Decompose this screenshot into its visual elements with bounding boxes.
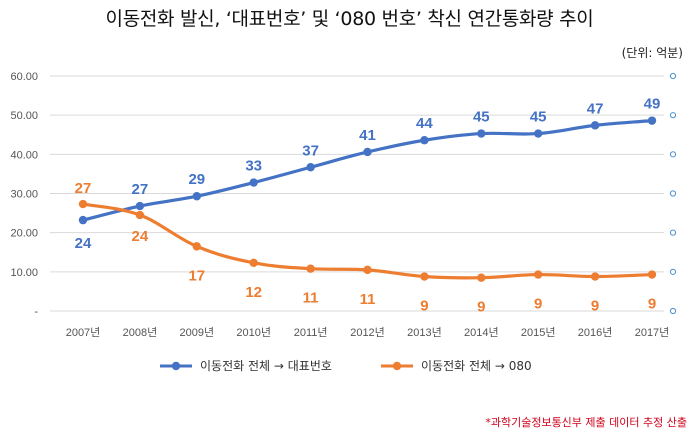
right-axis-marker xyxy=(669,112,677,119)
data-point xyxy=(363,147,372,157)
x-tick-label: 2009년 xyxy=(180,326,215,339)
x-tick-label: 2017년 xyxy=(635,326,670,339)
data-point xyxy=(192,192,201,201)
data-labels: 24 27 29 33 37 41 44 45 45 47 49 27 24 17 12 11 11 9 9 9 9 9 xyxy=(75,96,661,316)
data-label: 37 xyxy=(302,142,319,159)
data-point xyxy=(534,270,543,279)
legend-swatch-marker xyxy=(392,361,402,371)
data-label: 11 xyxy=(360,291,376,308)
source-note: *과학기술정보통신부 제출 데이터 추정 산출 xyxy=(485,416,687,429)
legend: 이동전화 전체 → 대표번호 이동전화 전체 → 080 xyxy=(160,359,532,373)
data-point xyxy=(534,129,543,138)
data-label: 9 xyxy=(420,298,428,315)
y-tick-label: - xyxy=(34,306,38,318)
y-tick-label: 10.00 xyxy=(10,267,38,279)
data-label: 44 xyxy=(416,115,433,132)
y-tick-label: 50.00 xyxy=(10,110,38,122)
x-tick-label: 2007년 xyxy=(66,326,101,339)
y-tick-label: 30.00 xyxy=(10,189,38,201)
x-axis-ticks: 2007년 2008년 2009년 2010년 2011년 2012년 2013년 2014년… xyxy=(66,326,670,339)
right-axis-marker xyxy=(669,307,677,315)
data-label: 24 xyxy=(75,235,92,252)
data-label: 9 xyxy=(591,298,599,315)
x-tick-label: 2016년 xyxy=(578,326,613,339)
data-label: 45 xyxy=(473,109,490,126)
data-point xyxy=(249,178,258,187)
data-point xyxy=(647,270,657,279)
x-tick-label: 2010년 xyxy=(236,326,271,339)
data-point xyxy=(647,116,657,125)
data-point xyxy=(363,265,372,275)
right-axis-marker xyxy=(669,268,677,275)
data-label: 29 xyxy=(188,171,205,188)
y-tick-label: 20.00 xyxy=(10,228,38,240)
data-point xyxy=(306,264,315,273)
data-point xyxy=(590,121,600,130)
data-point xyxy=(135,210,145,220)
data-point xyxy=(78,215,88,225)
x-tick-label: 2013년 xyxy=(407,326,442,339)
x-tick-label: 2014년 xyxy=(464,326,499,339)
data-label: 45 xyxy=(530,109,547,126)
data-point xyxy=(420,136,429,145)
data-label: 17 xyxy=(188,267,205,284)
data-label: 9 xyxy=(534,296,542,313)
x-tick-label: 2011년 xyxy=(294,326,328,339)
gridlines xyxy=(50,75,664,312)
data-label: 24 xyxy=(132,228,149,245)
right-axis-marker xyxy=(669,72,677,80)
right-axis-marker xyxy=(669,229,677,236)
data-label: 27 xyxy=(75,180,92,197)
data-point xyxy=(590,272,600,281)
data-point xyxy=(420,272,429,281)
right-axis-markers xyxy=(669,72,677,315)
legend-label: 이동전화 전체 → 080 xyxy=(421,359,532,373)
data-point xyxy=(477,129,486,138)
right-axis-marker xyxy=(669,190,677,197)
data-point xyxy=(477,273,486,282)
data-label: 33 xyxy=(245,158,262,175)
unit-label: (단위: 억분) xyxy=(621,46,683,60)
y-tick-label: 40.00 xyxy=(10,149,38,161)
data-label: 12 xyxy=(245,284,262,301)
data-point xyxy=(306,163,315,172)
data-label: 11 xyxy=(303,290,319,307)
legend-label: 이동전화 전체 → 대표번호 xyxy=(200,359,332,373)
right-axis-marker xyxy=(669,151,677,158)
x-tick-label: 2008년 xyxy=(123,326,158,339)
data-label: 41 xyxy=(359,127,376,144)
data-label: 9 xyxy=(477,299,485,316)
legend-swatch-marker xyxy=(171,361,181,371)
series-lines xyxy=(78,116,657,282)
data-label: 9 xyxy=(648,296,656,313)
data-point xyxy=(249,258,258,268)
data-label: 47 xyxy=(587,100,604,117)
y-axis-ticks: - 10.00 20.00 30.00 40.00 50.00 60.00 xyxy=(10,71,38,318)
y-tick-label: 60.00 xyxy=(10,71,38,83)
data-point xyxy=(192,242,201,251)
x-tick-label: 2012년 xyxy=(350,326,385,339)
chart-title: 이동전화 발신, ‘대표번호’ 및 ‘080 번호’ 착신 연간통화량 추이 xyxy=(105,8,594,30)
data-point xyxy=(78,199,88,209)
data-label: 49 xyxy=(644,96,661,113)
data-point xyxy=(135,201,145,211)
x-tick-label: 2015년 xyxy=(521,326,556,339)
data-label: 27 xyxy=(132,181,149,198)
